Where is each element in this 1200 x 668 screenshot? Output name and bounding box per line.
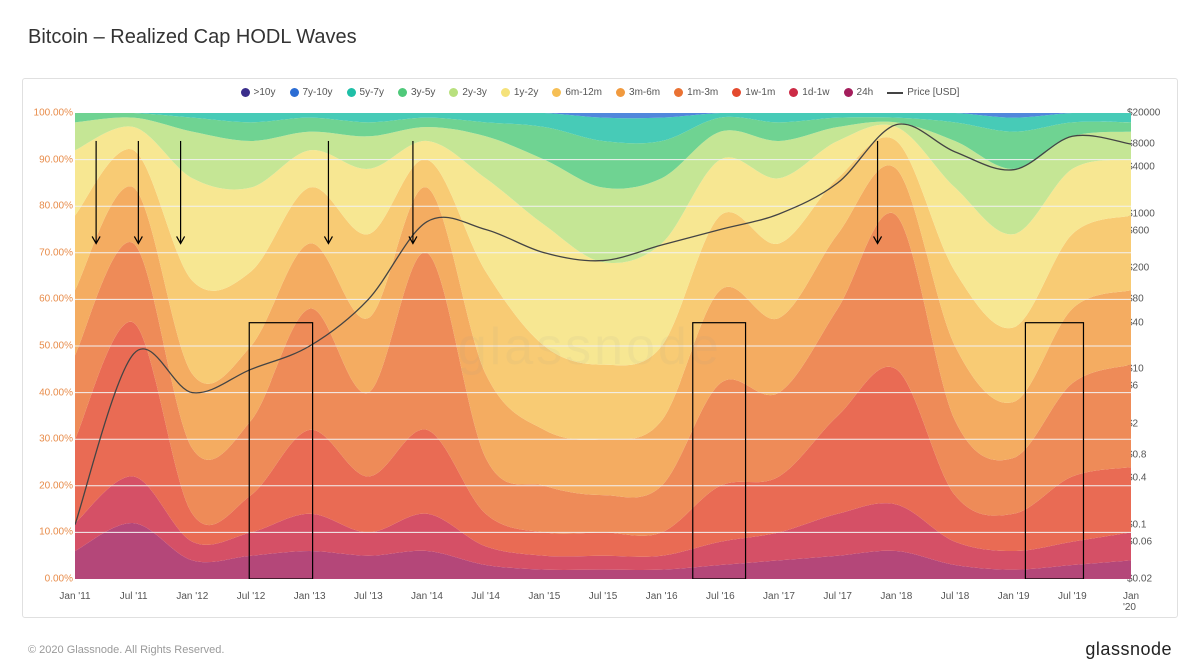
legend-item: 24h	[844, 87, 874, 98]
legend-item: 2y-3y	[449, 87, 486, 98]
chart-frame: >10y 7y-10y 5y-7y 3y-5y 2y-3y 1y-2y 6m-12m 3m-6…	[22, 78, 1178, 618]
legend-item: 3y-5y	[398, 87, 435, 98]
legend-item: 1d-1w	[789, 87, 829, 98]
legend-item: 1y-2y	[501, 87, 538, 98]
legend-item: 5y-7y	[347, 87, 384, 98]
brand-logo: glassnode	[1085, 639, 1172, 660]
footer-copyright: © 2020 Glassnode. All Rights Reserved.	[28, 644, 224, 656]
legend-item: 7y-10y	[290, 87, 333, 98]
legend-item: 3m-6m	[616, 87, 660, 98]
legend-item: >10y	[241, 87, 276, 98]
legend-item: 1w-1m	[732, 87, 775, 98]
legend: >10y 7y-10y 5y-7y 3y-5y 2y-3y 1y-2y 6m-12m 3m-6…	[23, 87, 1177, 98]
y-axis-right: $0.02$0.06$0.1$0.4$0.8$2$6$10$40$80$200$…	[1127, 113, 1171, 579]
legend-item-price: Price [USD]	[887, 87, 959, 98]
plot-area: glassnode	[75, 113, 1131, 579]
legend-item: 1m-3m	[674, 87, 718, 98]
legend-item: 6m-12m	[552, 87, 602, 98]
x-axis: Jan '11Jul '11Jan '12Jul '12Jan '13Jul '…	[75, 591, 1131, 607]
chart-svg	[75, 113, 1131, 579]
chart-title: Bitcoin – Realized Cap HODL Waves	[28, 26, 357, 49]
y-axis-left: 0.00%10.00%20.00%30.00%40.00%50.00%60.00…	[29, 113, 73, 579]
